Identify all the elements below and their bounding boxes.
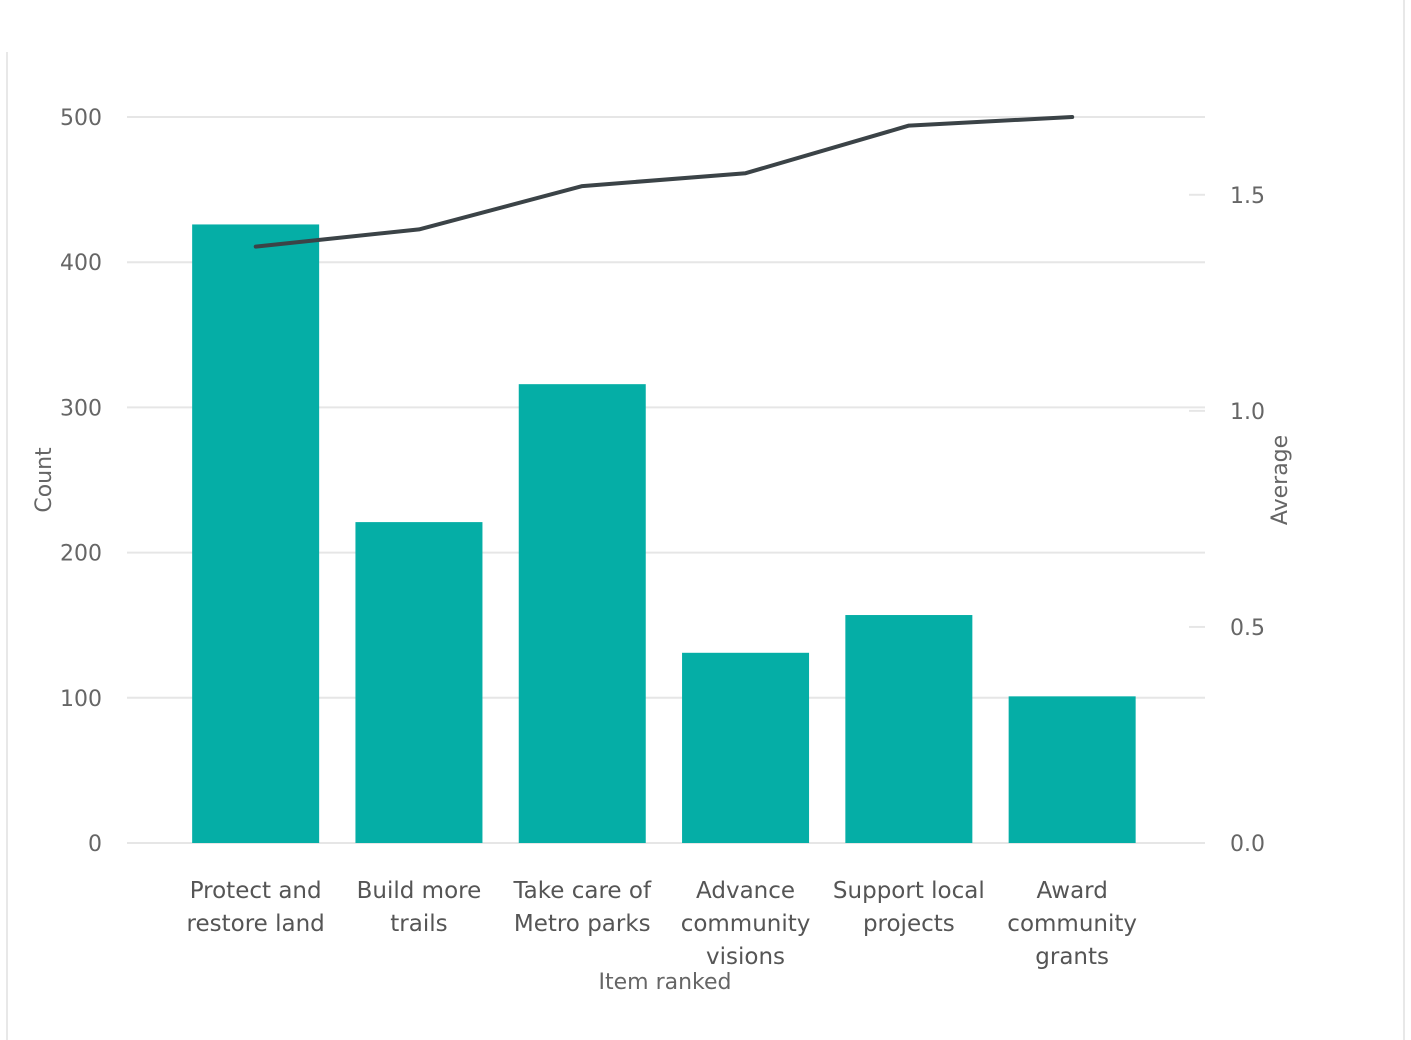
x-axis-title: Item ranked <box>599 970 732 995</box>
x-tick-label-line: community <box>1007 911 1137 937</box>
bar <box>845 615 973 843</box>
x-tick-label-line: Award <box>1036 878 1107 904</box>
x-tick-label-line: Protect and <box>190 878 322 904</box>
x-tick-label: Take care of Metro parks <box>512 878 652 937</box>
x-tick-label-line: projects <box>863 911 955 937</box>
bar <box>192 224 320 843</box>
x-tick-label-line: Advance <box>696 878 795 904</box>
x-tick-label-line: Take care of <box>512 878 652 904</box>
x-tick-label-line: grants <box>1035 944 1109 970</box>
right-axis-tick-labels: 0.0 0.5 1.0 1.5 <box>1230 184 1265 857</box>
x-tick-label-line: restore land <box>187 911 325 937</box>
y-tick-label: 300 <box>60 396 102 421</box>
y2-tick-label: 1.0 <box>1230 400 1265 425</box>
x-tick-label-line: Metro parks <box>514 911 651 937</box>
right-axis-tick-marks <box>1189 193 1205 844</box>
y2-axis-title: Average <box>1268 435 1293 525</box>
bar-series <box>192 224 1136 843</box>
bar <box>355 522 483 843</box>
x-tick-label: Award community grants <box>1007 878 1137 970</box>
y-tick-label: 100 <box>60 687 102 712</box>
x-tick-label-line: Build more <box>357 878 482 904</box>
x-tick-label-line: trails <box>390 911 447 937</box>
y2-tick-label: 1.5 <box>1230 184 1265 209</box>
x-tick-label: Protect and restore land <box>187 878 325 937</box>
y2-tick-label: 0.5 <box>1230 616 1265 641</box>
x-tick-label-line: visions <box>706 944 785 970</box>
x-axis-tick-labels: Protect and restore land Build more trails T… <box>187 878 1137 970</box>
y-tick-label: 500 <box>60 106 102 131</box>
x-tick-label: Advance community visions <box>681 878 811 970</box>
x-tick-label-line: community <box>681 911 811 937</box>
x-tick-label: Build more trails <box>357 878 482 937</box>
bar <box>1008 696 1136 843</box>
y-axis-title: Count <box>32 447 57 513</box>
y-tick-label: 400 <box>60 251 102 276</box>
x-tick-label: Support local projects <box>833 878 985 937</box>
bar <box>518 384 646 843</box>
y-tick-label: 0 <box>88 832 102 857</box>
bar <box>682 652 810 843</box>
y2-tick-label: 0.0 <box>1230 832 1265 857</box>
left-axis-tick-labels: 0 100 200 300 400 500 <box>60 106 102 857</box>
y-tick-label: 200 <box>60 542 102 567</box>
average-line <box>253 115 1075 249</box>
x-tick-label-line: Support local <box>833 878 985 904</box>
